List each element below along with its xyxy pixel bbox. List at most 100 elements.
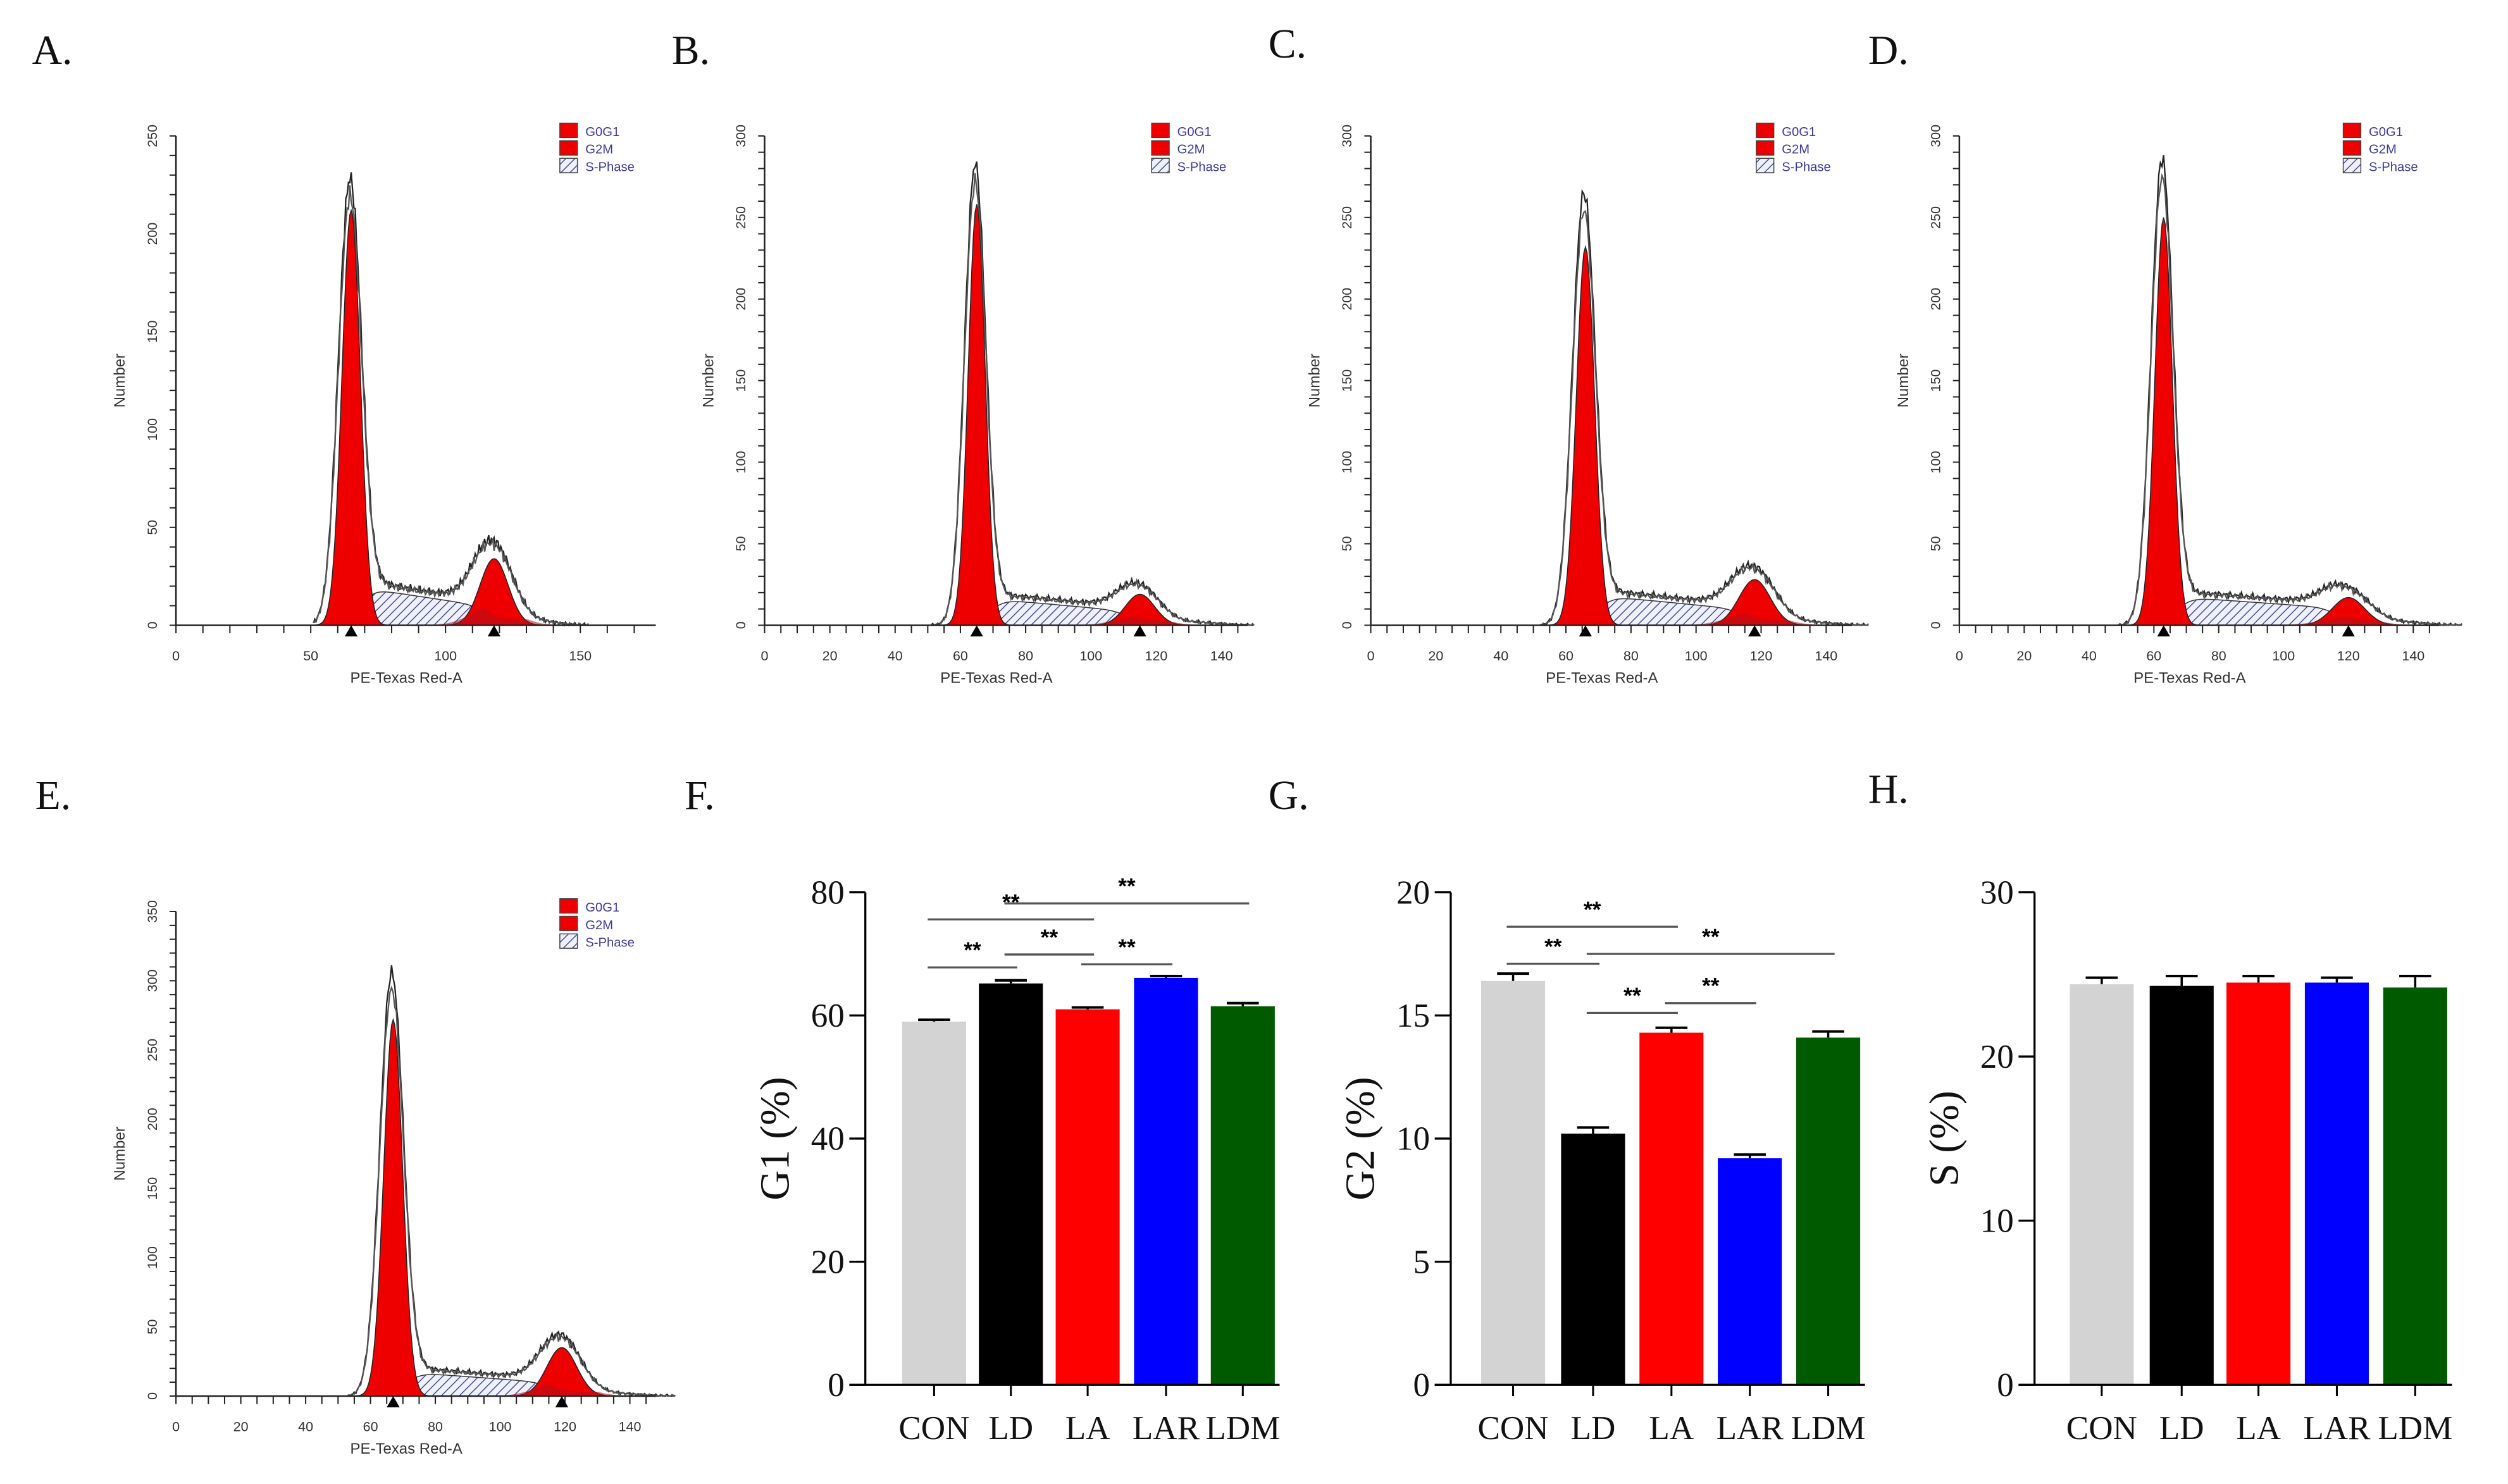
x-tick-label: 140 bbox=[1210, 648, 1233, 664]
x-tick-label: 0 bbox=[1367, 648, 1375, 664]
x-tick-label: CON bbox=[1477, 1410, 1548, 1447]
x-tick-label: 100 bbox=[489, 1419, 512, 1435]
y-tick-label: 0 bbox=[145, 621, 160, 629]
panel-letter: B. bbox=[672, 27, 710, 73]
x-tick-label: CON bbox=[2066, 1410, 2137, 1447]
y-axis-label: Number bbox=[111, 354, 128, 407]
y-tick-label: 5 bbox=[1413, 1244, 1431, 1280]
panel-letter: A. bbox=[32, 27, 73, 73]
bar-chart-panel-h: CON LD LA LAR LDM 0 10 20 30 S (%) bbox=[1921, 874, 2452, 1447]
bar-la bbox=[1055, 1009, 1120, 1385]
x-tick-label: 40 bbox=[1493, 648, 1508, 664]
bar-ld bbox=[1561, 1134, 1625, 1385]
legend-label: G0G1 bbox=[1782, 125, 1816, 139]
peak-marker-icon bbox=[387, 1395, 400, 1407]
y-tick-label: 200 bbox=[1339, 288, 1355, 311]
y-tick-label: 100 bbox=[1339, 451, 1355, 474]
bar-ld bbox=[2149, 986, 2214, 1385]
x-tick-label: 60 bbox=[1558, 648, 1574, 664]
legend-label: G2M bbox=[1782, 143, 1810, 157]
peak-marker-icon bbox=[487, 625, 500, 637]
legend-swatch bbox=[559, 140, 578, 156]
panel-letter: H. bbox=[1868, 766, 1909, 812]
histogram-outline-line bbox=[1539, 209, 1869, 627]
y-axis-label: Number bbox=[700, 354, 717, 407]
y-tick-label: 100 bbox=[145, 1246, 160, 1269]
histogram-panel-b: 0 20 40 60 80 100 120 140 0 50 100 150 200 250 300 Numb… bbox=[700, 122, 1255, 686]
y-tick-label: 0 bbox=[1928, 621, 1944, 629]
y-tick-label: 100 bbox=[145, 418, 160, 441]
histogram-panel-a: 0 50 100 150 0 50 100 150 200 250 Number PE-Texas R… bbox=[111, 122, 656, 686]
y-tick-label: 15 bbox=[1396, 998, 1430, 1034]
y-tick-label: 50 bbox=[145, 520, 160, 535]
x-tick-label: 80 bbox=[1018, 648, 1033, 664]
x-tick-label: LAR bbox=[1716, 1410, 1784, 1447]
y-tick-label: 150 bbox=[733, 369, 748, 392]
bar-con bbox=[2070, 984, 2134, 1385]
overlap-area bbox=[313, 609, 575, 626]
y-tick-label: 250 bbox=[1339, 206, 1355, 229]
panel-letter: F. bbox=[685, 772, 715, 819]
overlap-area bbox=[347, 1384, 659, 1396]
x-tick-label: 20 bbox=[1428, 648, 1443, 664]
legend-swatch bbox=[559, 898, 578, 914]
y-tick-label: 10 bbox=[1980, 1203, 2014, 1239]
x-tick-label: 50 bbox=[303, 648, 318, 664]
x-tick-label: 100 bbox=[434, 648, 457, 664]
overlap-area bbox=[2118, 617, 2446, 626]
x-tick-label: LD bbox=[1571, 1410, 1616, 1447]
bar-lar bbox=[2304, 982, 2369, 1385]
y-axis-label: S (%) bbox=[1921, 1091, 1967, 1186]
x-tick-label: 80 bbox=[428, 1419, 443, 1435]
y-tick-label: 300 bbox=[1339, 125, 1355, 147]
histogram-panel-c: 0 20 40 60 80 100 120 140 0 50 100 150 200 250 300 Numb… bbox=[1307, 122, 1869, 686]
legend-label: G0G1 bbox=[1177, 125, 1212, 139]
bar-lar bbox=[1134, 977, 1198, 1385]
bar-chart-panel-g: CON LD LA LAR LDM 0 5 10 15 20 G2 (%) ** ** ** ** ** bbox=[1338, 874, 1866, 1447]
x-axis-label: PE-Texas Red-A bbox=[350, 669, 462, 686]
overlap-area bbox=[931, 616, 1238, 626]
y-tick-label: 0 bbox=[1413, 1367, 1431, 1404]
x-axis-label: PE-Texas Red-A bbox=[940, 669, 1052, 686]
legend-swatch bbox=[559, 158, 578, 173]
y-tick-label: 10 bbox=[1396, 1121, 1430, 1158]
y-tick-label: 250 bbox=[145, 125, 160, 147]
x-tick-label: 150 bbox=[569, 648, 592, 664]
legend-label: S-Phase bbox=[1177, 160, 1227, 174]
significance-label: ** bbox=[1702, 925, 1720, 949]
g0g1-area bbox=[1539, 245, 1853, 626]
panel-letters: A. B. C. D. E. F. G. H. bbox=[32, 21, 1909, 819]
y-tick-label: 50 bbox=[145, 1320, 160, 1335]
x-tick-label: 140 bbox=[2402, 648, 2424, 664]
x-tick-label: 120 bbox=[1750, 648, 1773, 664]
g0g1-area bbox=[347, 1017, 659, 1397]
significance-label: ** bbox=[1041, 925, 1058, 950]
panel-letter: D. bbox=[1868, 27, 1909, 73]
g0g1-area bbox=[313, 208, 575, 626]
legend-label: S-Phase bbox=[585, 160, 635, 174]
y-tick-label: 60 bbox=[811, 998, 845, 1034]
g0g1-area bbox=[2118, 217, 2446, 626]
legend-swatch bbox=[1756, 122, 1775, 139]
legend-swatch bbox=[559, 122, 578, 139]
legend-label: S-Phase bbox=[2369, 160, 2418, 174]
legend-label: G2M bbox=[585, 918, 613, 932]
peak-marker-icon bbox=[555, 1395, 569, 1407]
histogram-outline-line bbox=[347, 985, 676, 1397]
bar-ldm bbox=[2383, 987, 2447, 1385]
x-tick-label: 120 bbox=[1145, 648, 1168, 664]
y-tick-label: 20 bbox=[1980, 1039, 2014, 1075]
significance-label: ** bbox=[1702, 974, 1720, 999]
x-tick-label: 120 bbox=[2337, 648, 2360, 664]
y-tick-label: 150 bbox=[145, 320, 160, 343]
y-tick-label: 250 bbox=[1928, 206, 1944, 229]
y-tick-label: 0 bbox=[1997, 1367, 2014, 1404]
legend-swatch bbox=[2342, 140, 2362, 156]
y-tick-label: 200 bbox=[145, 1108, 160, 1130]
y-tick-label: 350 bbox=[145, 900, 160, 923]
y-tick-label: 200 bbox=[1928, 288, 1944, 311]
y-axis-label: Number bbox=[1895, 354, 1912, 407]
histogram-panel-d: 0 20 40 60 80 100 120 140 0 50 100 150 200 250 300 Numb… bbox=[1895, 122, 2462, 686]
y-tick-label: 40 bbox=[811, 1121, 845, 1158]
x-tick-label: 40 bbox=[2082, 648, 2097, 664]
